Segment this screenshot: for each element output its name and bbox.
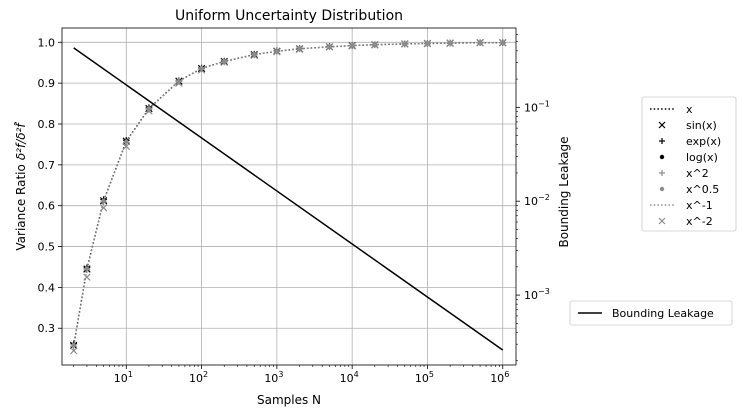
y-left-tick-label: 0.5 <box>38 241 56 254</box>
plot-area-frame <box>61 27 517 366</box>
legend-label: x^0.5 <box>686 183 719 196</box>
series-sin(x) <box>69 38 507 350</box>
x-tick-label: 105 <box>415 370 434 385</box>
point-x^-2 <box>273 47 281 56</box>
legend-label: log(x) <box>686 151 718 164</box>
legend-label: x^-1 <box>686 199 713 212</box>
x-axis-label: Samples N <box>257 393 321 407</box>
y-left-tick-label: 0.3 <box>38 322 56 335</box>
point-x^-2 <box>325 43 334 51</box>
legend-swatch <box>658 121 666 129</box>
legend-label: x^2 <box>686 167 709 180</box>
series-x^2 <box>70 39 507 350</box>
series-line-bounding-leakage <box>73 47 504 351</box>
point-x^-2 <box>83 273 91 281</box>
point-x^-2 <box>250 51 258 60</box>
y-left-axis-ticks: 0.3 0.4 0.5 0.6 0.7 0.8 0.9 1.0 <box>38 36 62 335</box>
series-exp(x) <box>70 39 507 348</box>
y-right-axis-label: Bounding Leakage <box>557 136 571 247</box>
x-tick-label: 101 <box>114 370 133 385</box>
point-x^-2 <box>499 38 507 47</box>
y-right-tick-label: 10−1 <box>524 99 550 114</box>
legend-label: x^-2 <box>686 215 713 228</box>
y-left-axis-label-main: Variance Ratio <box>14 164 28 250</box>
series-line-x^-1 <box>73 42 503 346</box>
legend-label: sin(x) <box>686 119 717 132</box>
legend-leakage: Bounding Leakage <box>569 300 733 326</box>
legend-label: Bounding Leakage <box>612 307 714 320</box>
point-x^-2 <box>175 79 183 87</box>
y-left-tick-label: 0.6 <box>38 200 56 213</box>
y-left-tick-label: 0.4 <box>38 281 56 294</box>
point-x^-2 <box>99 204 108 212</box>
point-x^-2 <box>122 142 131 151</box>
x-tick-label: 103 <box>264 370 283 385</box>
y-right-axis-ticks: 10−1 10−2 10−3 <box>516 33 550 362</box>
x-tick-label: 106 <box>490 370 509 385</box>
point-x^-2 <box>295 45 304 53</box>
x-tick-label: 104 <box>340 370 359 385</box>
x-tick-label: 102 <box>189 370 208 385</box>
point-x^-2 <box>476 38 484 47</box>
legend-label: exp(x) <box>686 135 721 148</box>
y-right-tick-label: 10−3 <box>524 287 550 302</box>
legend-swatch <box>659 186 665 192</box>
y-left-tick-label: 0.7 <box>38 159 56 172</box>
series-x <box>73 42 503 346</box>
legend-swatch <box>658 217 666 225</box>
legend-leakage-frame <box>569 300 733 326</box>
y-left-axis-label-symbol: δ²f/δ²f̂ <box>14 122 28 161</box>
legend-series: x sin(x) exp(x) log(x) x^2 x^0.5 x^-1 x^-2 <box>641 96 737 232</box>
series-layer <box>69 38 507 355</box>
point-x^-2 <box>220 58 228 67</box>
point-x^-2 <box>401 40 409 48</box>
y-right-tick-label: 10−2 <box>524 193 550 208</box>
x-axis-ticks: 101 102 103 104 105 106 <box>73 365 509 385</box>
legend-label: x <box>686 103 693 116</box>
point-x^-2 <box>145 107 153 115</box>
point-x^-2 <box>348 42 356 50</box>
legend-series-frame <box>641 96 737 232</box>
point-x^-2 <box>446 39 454 47</box>
point-x^-2 <box>371 41 379 49</box>
y-left-tick-label: 0.8 <box>38 118 56 131</box>
series-x^0.5 <box>71 40 505 348</box>
leakage-series-layer <box>73 47 504 351</box>
point-x^-2 <box>423 39 432 48</box>
y-left-tick-label: 1.0 <box>38 36 56 49</box>
grid-lines <box>62 28 516 365</box>
y-left-tick-label: 0.9 <box>38 77 56 90</box>
legend-swatch <box>659 170 665 176</box>
y-left-axis-label: Variance Ratio δ²f/δ²f̂ <box>14 122 28 251</box>
series-x^-1 <box>73 42 503 346</box>
point-x^-2 <box>69 346 78 355</box>
legend-swatch <box>659 154 665 160</box>
chart-title: Uniform Uncertainty Distribution <box>175 8 403 24</box>
series-x^-2 <box>69 38 507 355</box>
point-x^-2 <box>197 66 206 74</box>
series-log(x) <box>71 40 505 347</box>
series-line-x <box>73 42 503 346</box>
legend-swatch <box>659 138 665 144</box>
